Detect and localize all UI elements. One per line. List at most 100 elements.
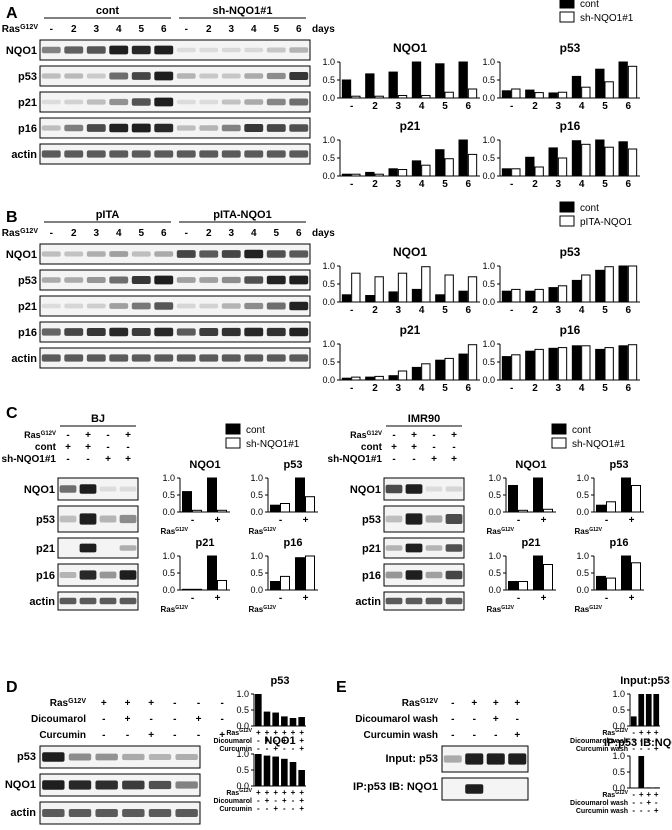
sign: + <box>654 744 659 753</box>
sign: - <box>292 796 295 805</box>
blot-band <box>266 47 286 53</box>
blot-band <box>289 71 309 81</box>
band-label: IP:p53 IB: NQO1 <box>353 781 438 793</box>
blot-band <box>289 275 309 285</box>
blot-band <box>244 327 264 337</box>
x-tick-label: 3 <box>396 383 402 394</box>
bar <box>458 290 468 303</box>
bar <box>207 555 217 591</box>
legend-swatch-filled <box>559 0 575 9</box>
row-label: Dicoumarol wash <box>355 714 438 725</box>
sign: + <box>273 788 278 797</box>
blot-band <box>289 327 309 337</box>
blot-band <box>176 354 196 362</box>
blot-strip <box>39 347 311 369</box>
blot-band <box>131 251 151 257</box>
sign: - <box>266 804 269 813</box>
sign: - <box>257 796 260 805</box>
bar <box>467 88 478 99</box>
blot-band <box>221 354 241 362</box>
blot-band <box>154 97 174 107</box>
blot-strip <box>57 537 139 559</box>
blot-band <box>119 597 137 605</box>
sign: - <box>66 454 69 465</box>
x-tick-label: 6 <box>466 305 472 316</box>
bar <box>627 344 638 381</box>
blot-band <box>64 277 84 283</box>
band-label: NQO1 <box>24 484 55 496</box>
lane-label: - <box>50 24 53 35</box>
sign: + <box>105 454 111 465</box>
bar <box>604 347 614 381</box>
blot-band <box>199 125 219 131</box>
blot-band <box>385 515 403 523</box>
y-tick-label: 0.0 <box>488 585 501 595</box>
y-tick-label: 1.0 <box>482 261 495 271</box>
row-label: Dicoumarol wash <box>570 800 628 807</box>
y-tick-label: 1.0 <box>162 551 175 561</box>
bar <box>557 347 568 381</box>
bar <box>388 71 398 99</box>
blot-band <box>154 302 174 310</box>
blot-band <box>405 597 423 605</box>
sign: - <box>66 430 69 441</box>
bar <box>374 276 384 303</box>
sign: - <box>283 744 286 753</box>
blot-band <box>176 73 196 79</box>
blot-band <box>131 72 151 80</box>
blot-band <box>99 571 117 579</box>
bar <box>595 68 605 99</box>
blot-band <box>86 99 106 105</box>
x-tick-label: - <box>350 101 353 112</box>
lane-label: 3 <box>93 24 99 35</box>
chart-title: IP:p53 IB:NQO1 <box>604 737 672 749</box>
y-tick-label: 0.0 <box>576 585 589 595</box>
lane-label: 5 <box>138 228 144 239</box>
x-tick-label: - <box>510 179 513 190</box>
y-tick-label: 0.5 <box>322 153 335 163</box>
sign: + <box>411 442 417 453</box>
bar <box>596 504 606 513</box>
blot-band <box>154 275 174 285</box>
y-tick-label: 1.0 <box>488 551 501 561</box>
y-tick-label: 1.0 <box>576 551 589 561</box>
blot-band <box>41 354 61 362</box>
band-label: actin <box>29 596 55 608</box>
blot-band <box>95 808 118 818</box>
sign: - <box>392 454 395 465</box>
sign: - <box>473 730 476 741</box>
bar-chart: p53 0.0 0.5 1.0 <box>236 675 306 731</box>
y-tick-label: 1.0 <box>488 473 501 483</box>
bar <box>511 88 521 99</box>
blot-band <box>244 47 264 53</box>
x-tick-label: + <box>541 515 547 526</box>
sign: - <box>640 798 643 807</box>
x-tick-label: 6 <box>626 305 632 316</box>
blot-strip <box>39 321 311 343</box>
bar <box>548 92 558 99</box>
y-tick-label: 0.0 <box>322 93 335 103</box>
blot-band <box>109 327 129 337</box>
y-tick-label: 0.0 <box>612 783 625 793</box>
x-tick-label: 6 <box>466 383 472 394</box>
bar <box>627 265 638 303</box>
y-tick-label: 0.0 <box>236 781 249 791</box>
bar-chart: p53 0.0 0.5 1.0 - + <box>576 459 644 526</box>
bar-chart: NQO1 0.0 0.5 1.0 - + <box>162 459 230 526</box>
blot-strip <box>57 591 139 611</box>
sign: + <box>299 736 304 745</box>
bar <box>548 287 558 303</box>
group-header: sh-NQO1#1 <box>213 5 273 17</box>
bar <box>618 345 628 381</box>
bar <box>557 157 568 177</box>
bar <box>388 168 398 177</box>
bar <box>533 477 543 513</box>
chart-title: p53 <box>284 459 303 471</box>
bar <box>571 75 582 99</box>
bar <box>518 581 528 591</box>
blot-band <box>176 150 196 158</box>
lane-label: 2 <box>71 24 77 35</box>
bar <box>411 288 422 303</box>
bar <box>604 266 614 303</box>
blot-band <box>79 597 97 605</box>
